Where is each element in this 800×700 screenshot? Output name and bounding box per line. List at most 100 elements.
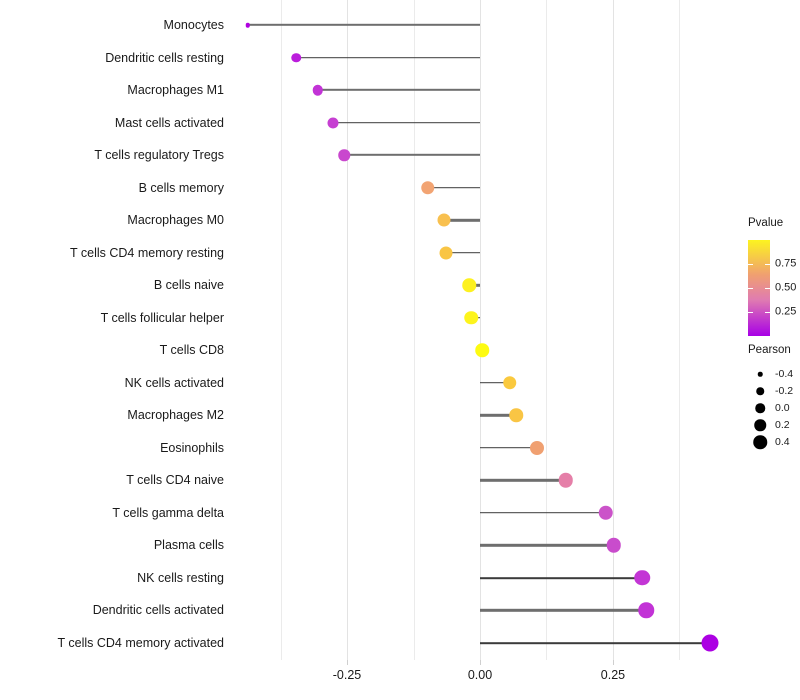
pvalue-legend: Pvalue 0.75 0.50 0.25	[748, 217, 796, 336]
y-axis-tick-label: NK cells activated	[124, 375, 224, 390]
data-point-dot[interactable]	[464, 310, 479, 325]
data-point-dot[interactable]	[421, 180, 435, 195]
pvalue-legend-title: Pvalue	[748, 217, 784, 229]
data-point-dot[interactable]	[475, 343, 489, 357]
data-point-dot[interactable]	[437, 213, 451, 227]
y-axis-tick-label: T cells follicular helper	[100, 310, 224, 325]
pearson-legend-dot	[755, 403, 765, 413]
major-gridline	[612, 0, 614, 660]
y-axis-tick-label: T cells regulatory Tregs	[94, 147, 224, 162]
plot-panel	[230, 0, 730, 660]
pearson-size-entries: -0.4 -0.2 0.0 0.2 0.4	[748, 366, 800, 451]
pearson-legend-title: Pearson	[748, 344, 791, 356]
colorbar-tick-mark	[765, 311, 770, 313]
colorbar-tick-label: 0.25	[775, 305, 797, 317]
y-axis-labels: Monocytes Dendritic cells resting Macropha…	[0, 0, 225, 700]
lollipop-stem	[480, 381, 510, 384]
minor-gridline	[679, 0, 681, 660]
colorbar-tick-mark	[748, 263, 753, 265]
lollipop-stem	[480, 642, 711, 644]
y-axis-tick-label: Macrophages M1	[127, 82, 224, 97]
minor-gridline	[413, 0, 415, 660]
pearson-legend-entry: -0.2	[748, 383, 800, 400]
y-axis-tick-label: Dendritic cells resting	[105, 50, 224, 65]
data-point-dot[interactable]	[606, 538, 621, 553]
lollipop-stem	[247, 23, 480, 27]
data-point-dot[interactable]	[503, 376, 517, 390]
pearson-legend-dot	[756, 387, 764, 395]
colorbar-tick-mark	[765, 287, 770, 289]
pearson-legend: Pearson -0.4 -0.2 0.0 0.2 0.4	[748, 344, 800, 451]
x-axis-tick-label: -0.25	[332, 668, 362, 682]
y-axis-tick-label: B cells memory	[138, 180, 224, 195]
pearson-legend-label: 0.4	[775, 435, 790, 448]
major-gridline	[480, 0, 481, 660]
lollipop-stem	[344, 153, 480, 157]
pvalue-colorbar	[748, 239, 770, 336]
y-axis-tick-label: Macrophages M0	[127, 212, 224, 227]
data-point-dot[interactable]	[439, 246, 453, 260]
lollipop-stem	[427, 186, 480, 189]
data-point-dot[interactable]	[462, 278, 477, 292]
pearson-legend-label: 0.0	[775, 401, 790, 414]
x-axis-tick-mark	[480, 660, 481, 665]
lollipop-stem	[480, 414, 517, 417]
data-point-dot[interactable]	[291, 52, 302, 63]
pearson-legend-entry: 0.2	[748, 417, 800, 434]
data-point-dot[interactable]	[530, 440, 545, 455]
data-point-dot[interactable]	[509, 408, 523, 423]
data-point-dot[interactable]	[598, 505, 613, 521]
pearson-legend-dot	[757, 371, 763, 377]
data-point-dot[interactable]	[638, 602, 655, 619]
colorbar-tick-mark	[748, 311, 753, 313]
lollipop-stem	[480, 447, 538, 449]
x-axis-tick-mark	[347, 660, 349, 665]
data-point-dot[interactable]	[558, 473, 573, 488]
y-axis-tick-label: T cells CD8	[159, 343, 224, 357]
y-axis-tick-label: Macrophages M2	[127, 408, 224, 423]
y-axis-tick-label: B cells naive	[153, 277, 224, 292]
pvalue-colorbar-wrap: 0.75 0.50 0.25	[748, 239, 796, 336]
lollipop-stem	[480, 609, 647, 612]
lollipop-stem	[480, 479, 566, 482]
data-point-dot[interactable]	[634, 570, 650, 586]
data-point-dot[interactable]	[338, 149, 351, 161]
y-axis-tick-label: Mast cells activated	[114, 115, 224, 130]
pearson-legend-entry: 0.4	[748, 434, 800, 451]
y-axis-tick-label: T cells CD4 naive	[126, 473, 224, 488]
lollipop-stem	[317, 88, 480, 92]
minor-gridline	[546, 0, 548, 660]
lollipop-stem	[296, 56, 480, 59]
lollipop-stem	[445, 251, 480, 254]
x-axis: -0.25 0.00 0.25	[230, 660, 730, 700]
x-axis-tick-label: 0.25	[600, 668, 626, 682]
y-axis-tick-label: T cells CD4 memory activated	[57, 635, 225, 650]
y-axis-tick-label: NK cells resting	[137, 570, 224, 585]
colorbar-tick-mark	[748, 287, 753, 289]
data-point-dot[interactable]	[312, 84, 324, 96]
pearson-legend-label: -0.4	[775, 367, 794, 380]
lollipop-stem	[480, 512, 606, 514]
colorbar-tick-label: 0.75	[775, 257, 797, 269]
pearson-legend-label: 0.2	[775, 418, 790, 431]
data-point-dot[interactable]	[245, 22, 250, 28]
lollipop-stem	[480, 544, 614, 547]
data-point-dot[interactable]	[327, 117, 339, 129]
y-axis-tick-label: Plasma cells	[153, 538, 224, 553]
colorbar-tick-mark	[765, 263, 770, 265]
pearson-legend-dot	[753, 435, 767, 449]
y-axis-tick-label: Monocytes	[163, 17, 224, 32]
minor-gridline	[280, 0, 282, 660]
y-axis-tick-label: T cells gamma delta	[112, 505, 224, 520]
pearson-legend-entry: 0.0	[748, 400, 800, 417]
y-axis-tick-label: Dendritic cells activated	[92, 603, 224, 618]
major-gridline	[347, 0, 349, 660]
colorbar-tick-label: 0.50	[775, 281, 797, 293]
x-axis-tick-mark	[612, 660, 614, 665]
lollipop-stem	[480, 577, 643, 579]
y-axis-tick-label: T cells CD4 memory resting	[70, 245, 224, 260]
lollipop-stem	[443, 218, 480, 222]
data-point-dot[interactable]	[701, 634, 719, 652]
lollipop-stem	[332, 121, 480, 124]
